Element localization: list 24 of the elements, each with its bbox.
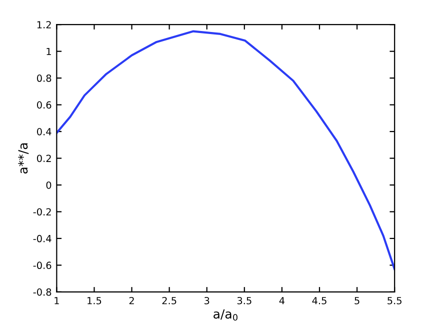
y-tick-label: -0.6	[33, 262, 52, 270]
y-tick-label: 0	[46, 181, 52, 189]
x-tick-label: 3	[204, 296, 210, 304]
x-tick-label: 5	[354, 297, 360, 304]
x-tick-label: 2.5	[162, 296, 176, 304]
x-tick-label: 1	[54, 297, 59, 304]
y-tick-label: -0.2	[33, 208, 51, 216]
y-tick-label: -0.8	[33, 288, 52, 296]
y-axis-title: a**/a	[18, 143, 29, 174]
x-tick-label: 5.5	[388, 297, 402, 304]
x-tick-label: 4	[279, 297, 284, 304]
y-tick-label: 1.2	[37, 21, 51, 28]
x-tick-label: 3.5	[237, 296, 252, 304]
x-axis-title: a/a$_{0}$	[214, 309, 238, 321]
x-tick-label: 4.5	[312, 297, 326, 304]
y-tick-label: 1	[46, 48, 51, 56]
y-tick-label: 0.8	[37, 74, 52, 82]
y-tick-label: -0.4	[33, 234, 52, 242]
y-tick-label: 0.4	[37, 128, 52, 136]
x-tick-label: 1.5	[88, 297, 102, 304]
y-tick-label: 0.2	[37, 154, 51, 162]
x-tick-label: 2	[129, 296, 134, 304]
line-series	[56, 30, 395, 270]
y-tick-label: 0.6	[37, 101, 52, 109]
